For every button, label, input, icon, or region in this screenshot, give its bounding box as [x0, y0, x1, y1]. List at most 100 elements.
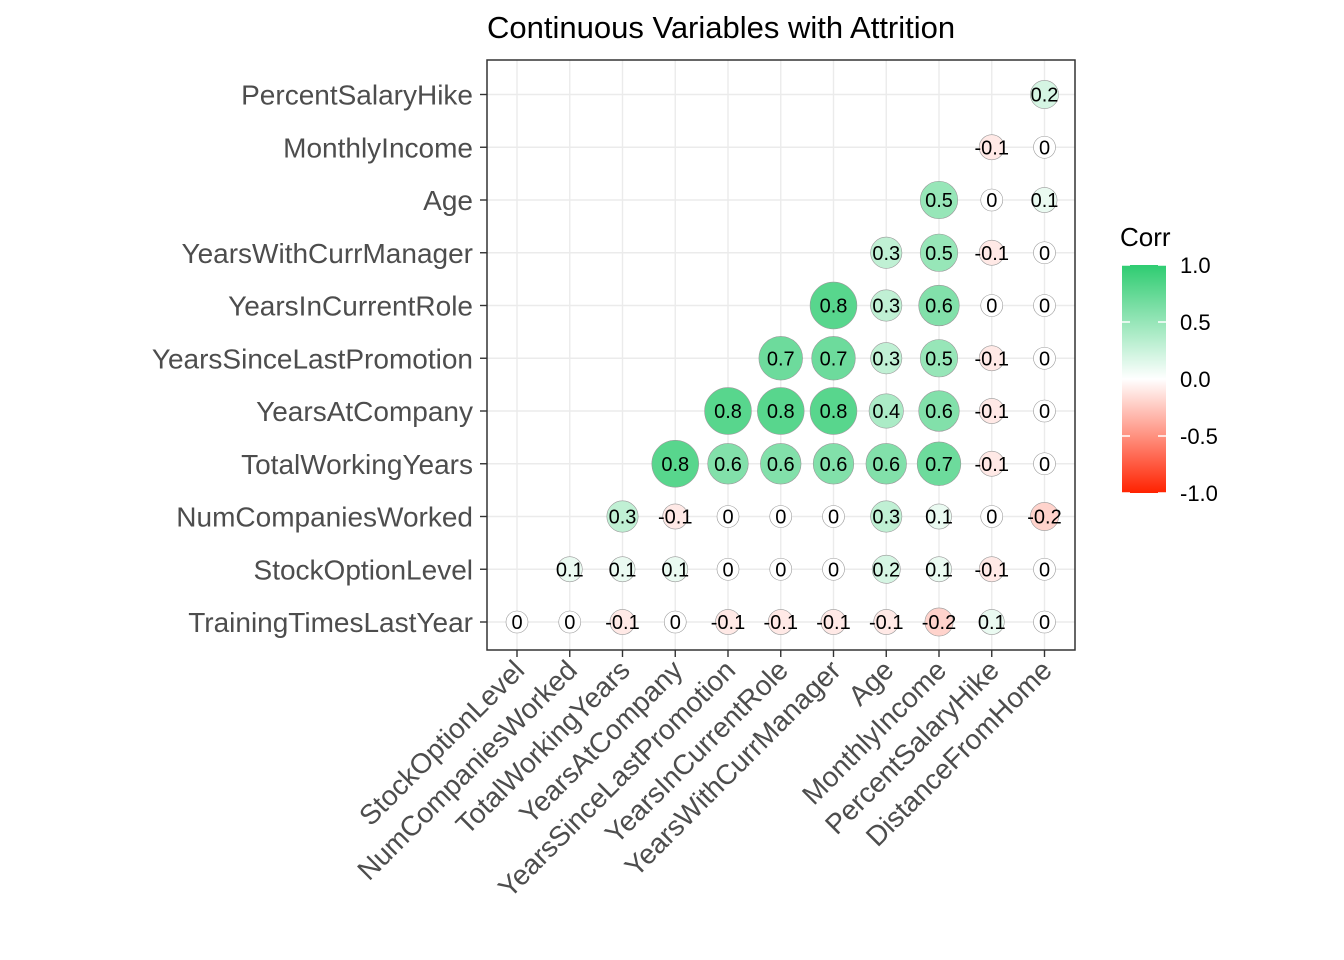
- corr-value-label: 0: [986, 296, 997, 318]
- corr-circle: [916, 441, 962, 486]
- y-tick-label: YearsAtCompany: [256, 396, 473, 427]
- corr-value-label: 0.1: [556, 559, 584, 581]
- y-tick-label: TrainingTimesLastYear: [188, 607, 473, 638]
- corr-circle: [609, 556, 636, 583]
- corr-value-label: 0: [828, 507, 839, 529]
- corr-value-label: 0: [775, 507, 786, 529]
- corr-value-label: 0: [1039, 243, 1050, 265]
- corr-circle: [606, 500, 639, 533]
- legend-title: Corr: [1120, 222, 1171, 252]
- corr-circle: [978, 556, 1005, 583]
- corr-circle: [980, 505, 1004, 528]
- corr-circle: [1033, 294, 1056, 317]
- corr-value-label: 0.6: [925, 296, 953, 318]
- corr-circle: [769, 505, 793, 528]
- corr-value-label: 0.6: [767, 454, 795, 476]
- corr-value-label: 0: [1039, 137, 1050, 159]
- corr-circle: [868, 393, 904, 429]
- corr-value-label: -0.1: [816, 612, 850, 634]
- corr-value-label: 0.8: [661, 454, 689, 476]
- corr-value-label: 0: [1039, 401, 1050, 423]
- corr-value-label: 0.2: [872, 559, 900, 581]
- corr-value-label: -0.1: [975, 348, 1009, 370]
- corr-value-label: 0.6: [872, 454, 900, 476]
- corr-circle: [919, 233, 959, 272]
- corr-circle: [812, 443, 855, 485]
- y-tick-label: NumCompaniesWorked: [176, 502, 473, 533]
- corr-value-label: -0.1: [711, 612, 745, 634]
- corr-circle: [663, 610, 687, 634]
- corr-value-label: 0: [722, 559, 733, 581]
- corr-circle: [978, 345, 1005, 372]
- corr-value-label: -0.1: [764, 612, 798, 634]
- corr-value-label: 0.2: [1031, 85, 1059, 107]
- corr-circle: [918, 390, 960, 432]
- corr-value-label: -0.1: [605, 612, 639, 634]
- corr-circle: [924, 607, 954, 637]
- corr-value-label: 0.8: [767, 401, 795, 423]
- corr-value-label: 0.5: [925, 348, 953, 370]
- legend-tick-label: 1.0: [1180, 253, 1211, 278]
- corr-value-label: 0.1: [925, 559, 953, 581]
- corr-value-label: 0.7: [925, 454, 953, 476]
- corr-circle: [1033, 452, 1056, 476]
- corr-circle: [870, 289, 903, 322]
- corr-value-label: 0.3: [872, 296, 900, 318]
- y-tick-label: YearsSinceLastPromotion: [152, 343, 473, 374]
- corr-circle: [1033, 241, 1056, 265]
- corr-circle: [716, 505, 740, 528]
- corr-value-label: 0.3: [609, 507, 637, 529]
- y-tick-label: YearsInCurrentRole: [228, 291, 473, 322]
- corr-circle: [505, 610, 529, 634]
- corr-value-label: 0.6: [820, 454, 848, 476]
- corr-value-label: -0.2: [1027, 507, 1061, 529]
- corr-value-label: 0: [511, 612, 522, 634]
- corr-circle: [809, 281, 858, 330]
- corr-circle: [716, 557, 740, 581]
- corr-circle: [767, 609, 794, 635]
- corr-circle: [758, 336, 803, 381]
- corr-circle: [978, 609, 1005, 635]
- corr-circle: [769, 557, 793, 581]
- y-tick-label: StockOptionLevel: [254, 554, 473, 585]
- corr-circle: [926, 503, 952, 530]
- corr-circle: [1031, 187, 1058, 213]
- corr-circle: [1030, 80, 1059, 109]
- corr-value-label: 0: [670, 612, 681, 634]
- corr-value-label: -0.1: [975, 559, 1009, 581]
- corr-value-label: 0.8: [714, 401, 742, 423]
- corr-circle: [822, 557, 845, 581]
- corr-circle: [926, 556, 952, 583]
- corr-circle: [662, 556, 689, 583]
- legend-tick-label: 0.5: [1180, 310, 1211, 335]
- corr-value-label: 0: [775, 559, 786, 581]
- y-tick-label: YearsWithCurrManager: [181, 238, 473, 269]
- corr-circle: [873, 609, 900, 635]
- corr-circle: [1033, 346, 1056, 370]
- corr-value-label: 0: [1039, 348, 1050, 370]
- corr-value-label: 0.3: [872, 348, 900, 370]
- corr-circle: [871, 554, 901, 584]
- legend-tick-label: -1.0: [1180, 481, 1218, 506]
- y-tick-label: MonthlyIncome: [283, 132, 473, 163]
- corr-circle: [556, 556, 583, 583]
- corr-value-label: 0: [722, 507, 733, 529]
- corr-circle: [811, 336, 856, 381]
- corr-value-label: 0.3: [872, 243, 900, 265]
- corr-circle: [978, 134, 1005, 161]
- corr-value-label: 0: [986, 507, 997, 529]
- corr-circle: [919, 339, 959, 378]
- corr-circle: [558, 610, 582, 634]
- corr-value-label: -0.2: [922, 612, 956, 634]
- corr-circle: [757, 387, 805, 435]
- corr-value-label: 0.3: [872, 507, 900, 529]
- corr-circle: [609, 609, 636, 635]
- corr-circle: [704, 387, 752, 435]
- corr-value-label: 0.5: [925, 243, 953, 265]
- corr-value-label: 0: [1039, 296, 1050, 318]
- corr-value-label: -0.1: [975, 243, 1009, 265]
- corr-value-label: 0: [1039, 612, 1050, 634]
- corr-circle: [918, 284, 960, 327]
- corr-circle: [980, 294, 1004, 317]
